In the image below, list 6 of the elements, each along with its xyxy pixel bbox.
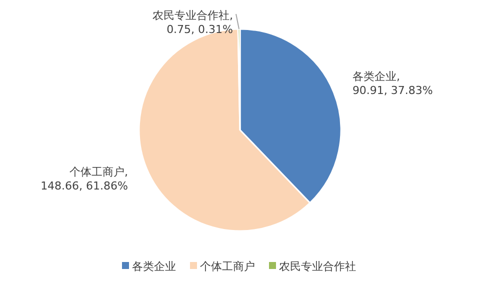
data-label: 农民专业合作社, 0.75, 0.31% xyxy=(152,9,234,36)
data-label: 各类企业, 90.91, 37.83% xyxy=(352,70,433,97)
legend-label: 农民专业合作社 xyxy=(279,260,356,273)
data-label: 个体工商户, 148.66, 61.86% xyxy=(40,165,128,192)
legend-label: 个体工商户 xyxy=(200,260,255,273)
legend-label: 各类企业 xyxy=(132,260,176,273)
